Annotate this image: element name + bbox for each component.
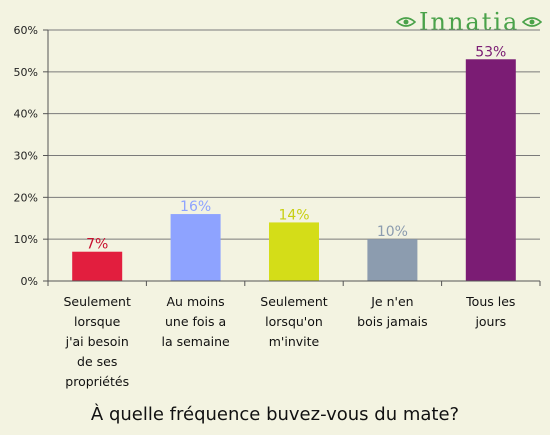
bar xyxy=(72,251,123,281)
leaf-icon xyxy=(522,17,543,27)
bar xyxy=(170,214,221,281)
data-label: 53% xyxy=(475,44,506,60)
data-labels: 7% 16% 14% 10% 53% xyxy=(86,44,506,252)
y-tick-label: 40% xyxy=(14,108,38,121)
category-labels: Seulement lorsque j'ai besoin de ses proprié… xyxy=(63,294,515,389)
data-label: 7% xyxy=(86,237,108,253)
axes xyxy=(47,30,541,286)
bars xyxy=(72,59,516,282)
y-tick-label: 60% xyxy=(14,24,38,37)
data-label: 10% xyxy=(377,224,408,240)
data-label: 16% xyxy=(180,199,211,215)
bar xyxy=(465,59,516,282)
gridlines xyxy=(48,29,540,240)
y-tick-label: 50% xyxy=(14,66,38,79)
bar-chart: 0% 10% 20% 30% 40% 50% 60% 7% 16% 14% 10% 53% Seul… xyxy=(14,24,541,389)
category-label: Tous les jours xyxy=(465,294,515,329)
logo-text: Innatia xyxy=(419,8,520,36)
y-tick-label: 20% xyxy=(14,191,38,204)
bar xyxy=(367,239,418,281)
y-tick-label: 0% xyxy=(21,275,38,288)
category-label: Seulement lorsque j'ai besoin de ses proprié… xyxy=(63,294,131,389)
y-tick-label: 30% xyxy=(14,150,38,163)
category-label: Je n'en bois jamais xyxy=(357,294,428,329)
y-axis-ticks: 0% 10% 20% 30% 40% 50% 60% xyxy=(14,24,48,288)
chart-title: À quelle fréquence buvez-vous du mate? xyxy=(90,404,460,425)
y-tick-label: 10% xyxy=(14,233,38,246)
category-label: Seulement lorsqu'on m'invite xyxy=(260,294,328,349)
data-label: 14% xyxy=(278,207,309,223)
category-label: Au moins une fois a la semaine xyxy=(161,294,230,349)
innatia-logo: Innatia xyxy=(396,6,546,38)
bar xyxy=(269,222,319,281)
leaf-icon xyxy=(396,17,416,27)
